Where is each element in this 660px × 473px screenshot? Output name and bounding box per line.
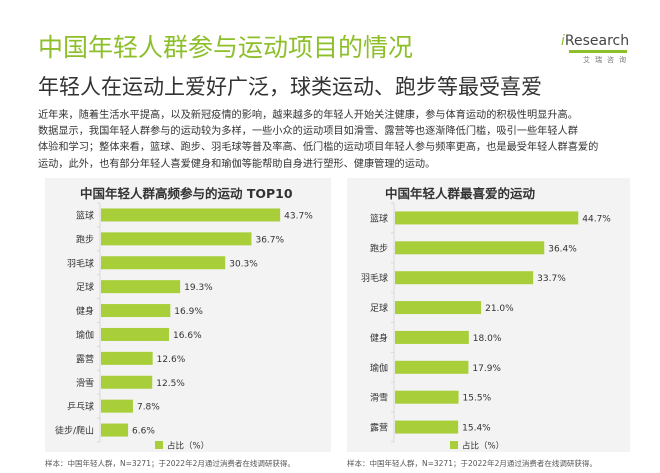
legend-label: 占比（%） [462,441,504,452]
value-label: 19.3% [184,283,213,293]
bar [395,330,469,344]
legend-label: 占比（%） [167,441,209,452]
bar [395,241,545,255]
value-label: 21.0% [485,304,514,314]
value-label: 36.7% [255,235,284,245]
page-subtitle: 年轻人在运动上爱好广泛，球类运动、跑步等最受喜爱 [38,75,542,99]
category-label: 羽毛球 [361,272,388,284]
sample-note-left: 样本：中国年轻人群，N=3271；于2022年2月通过消费者在线调研获得。 [45,459,295,468]
category-label: 露营 [370,422,388,434]
logo-prefix: i [561,33,565,49]
value-label: 16.9% [174,307,203,317]
bar [101,375,153,389]
category-label: 篮球 [370,212,388,224]
legend-swatch [450,441,458,449]
value-label: 18.0% [473,334,502,344]
legend-swatch [155,441,163,449]
bar [101,327,170,341]
category-label: 跑步 [76,233,94,245]
bar [395,420,459,434]
bar [101,351,153,365]
chart-title-favorite: 中国年轻人群最喜爱的运动 [385,186,536,201]
bar [395,360,469,374]
bar [395,390,459,404]
value-label: 44.7% [582,214,611,224]
page-title: 中国年轻人群参与运动项目的情况 [38,33,414,62]
iresearch-logo: iResearch 艾瑞咨询 [561,33,637,69]
bar [101,423,129,437]
category-label: 瑜伽 [76,329,94,341]
value-label: 17.9% [472,364,501,374]
intro-line: 体验和学习；整体来看，篮球、跑步、羽毛球等普及率高、低门槛的运动项目年轻人参与频… [38,142,599,154]
bar [395,211,579,225]
category-label: 乒乓球 [67,401,94,413]
category-label: 羽毛球 [67,257,94,269]
logo-rest: Research [564,33,630,49]
value-label: 33.7% [537,274,566,284]
category-label: 滑雪 [370,393,388,404]
value-label: 12.5% [156,379,185,389]
logo-wordmark: iResearch [561,33,629,49]
chart-panel-left [45,178,331,452]
value-label: 7.8% [137,403,160,413]
category-label: 瑜伽 [370,362,388,374]
bar [101,232,252,246]
category-label: 跑步 [370,242,388,254]
category-label: 露营 [76,353,94,365]
chart-title-top10: 中国年轻人群高频参与的运动 TOP10 [80,186,293,201]
category-label: 健身 [370,332,388,344]
value-label: 16.6% [173,331,202,341]
value-label: 36.4% [548,244,577,254]
category-label: 足球 [76,281,94,293]
category-label: 徒步/爬山 [55,425,94,437]
category-label: 篮球 [76,209,94,221]
bar [101,304,171,318]
value-label: 15.4% [462,424,491,434]
category-label: 滑雪 [76,378,94,389]
bar [101,280,181,294]
bar [101,399,133,413]
intro-paragraph: 近年来，随着生活水平提高，以及新冠疫情的影响，越来越多的年轻人开始关注健康，参与… [38,108,628,173]
logo-tagline: 艾瑞咨询 [583,56,631,64]
bar [395,271,534,285]
category-label: 足球 [370,302,388,314]
category-label: 健身 [76,305,94,317]
value-label: 30.3% [229,259,258,269]
value-label: 12.6% [157,355,186,365]
intro-line: 数据显示，我国年轻人群参与的运动较为多样，一些小众的运动项目如滑雪、露营等也逐渐… [38,126,578,138]
value-label: 43.7% [284,211,313,221]
intro-line: 近年来，随着生活水平提高，以及新冠疫情的影响，越来越多的年轻人开始关注健康，参与… [38,110,578,121]
value-label: 6.6% [132,427,155,437]
value-label: 15.5% [463,394,492,404]
logo-accent-bar [569,50,627,53]
intro-line: 运动，此外，也有部分年轻人喜爱健身和瑜伽等能帮助自身进行塑形、健康管理的运动。 [38,158,436,170]
sample-note-right: 样本：中国年轻人群，N=3271；于2022年2月通过消费者在线调研获得。 [347,459,597,468]
bar [101,256,226,270]
bar [395,301,482,315]
bar [101,208,281,222]
